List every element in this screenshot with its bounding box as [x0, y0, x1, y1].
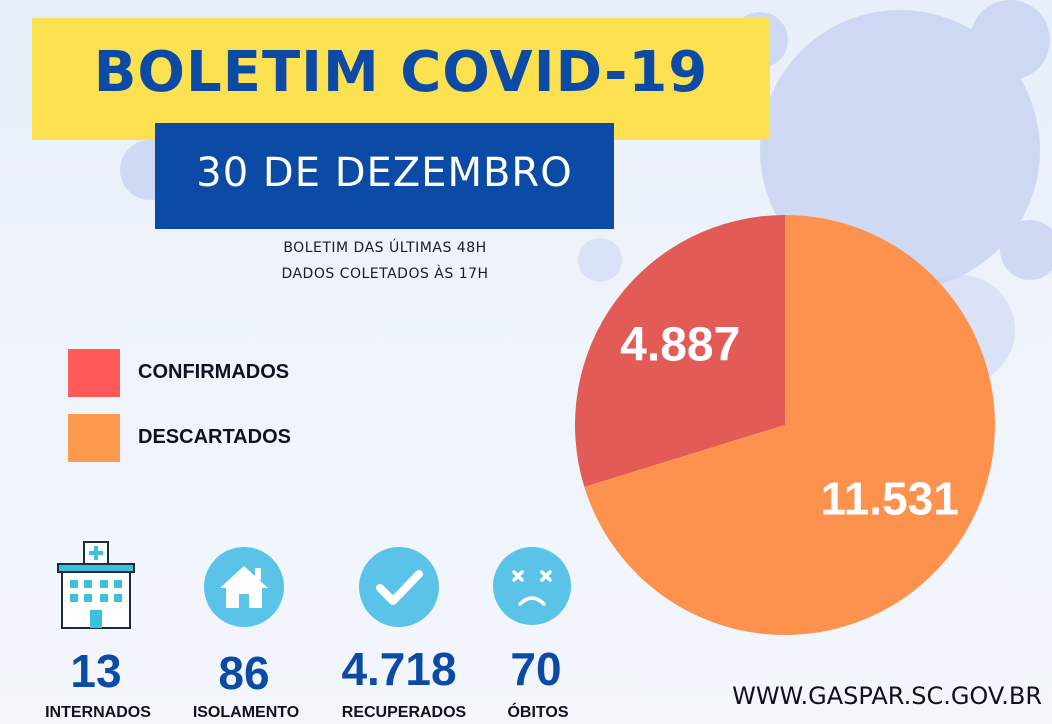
checkmark-icon	[359, 547, 439, 627]
pie-label-descartados: 11.531	[821, 472, 959, 524]
legend-label-descartados: DESCARTADOS	[138, 426, 291, 448]
home-icon	[204, 547, 284, 627]
legend-label-confirmados: CONFIRMADOS	[138, 361, 290, 383]
hospital-icon	[57, 541, 135, 629]
pie-label-confirmados: 4.887	[620, 318, 740, 371]
pie-slice-descartados	[584, 215, 995, 635]
title-banner	[32, 18, 770, 140]
stat-label-isolamento: ISOLAMENTO	[192, 704, 300, 721]
sad-face-icon	[493, 547, 571, 625]
website-url: WWW.GASPAR.SC.GOV.BR	[732, 682, 1042, 710]
report-date: 30 DE DEZEMBRO	[196, 150, 573, 196]
legend-swatch-confirmados	[68, 349, 120, 397]
stat-value-recuperados: 4.718	[341, 643, 457, 695]
date-banner	[155, 123, 614, 229]
stat-label-obitos: ÓBITOS	[507, 704, 569, 721]
stat-label-internados: INTERNADOS	[45, 704, 151, 721]
subtitle-line-2: DADOS COLETADOS ÀS 17H	[281, 266, 489, 282]
stat-label-recuperados: RECUPERADOS	[341, 704, 467, 721]
subtitle-line-1: BOLETIM DAS ÚLTIMAS 48H	[283, 240, 487, 256]
stat-value-isolamento: 86	[218, 647, 270, 699]
pie-slice-confirmados	[575, 215, 785, 487]
page-title: BOLETIM COVID-19	[93, 40, 709, 105]
stat-value-internados: 13	[70, 645, 122, 697]
pie-chart: 4.887 11.531	[575, 215, 995, 635]
stat-value-obitos: 70	[510, 643, 562, 695]
legend-swatch-descartados	[68, 414, 120, 462]
